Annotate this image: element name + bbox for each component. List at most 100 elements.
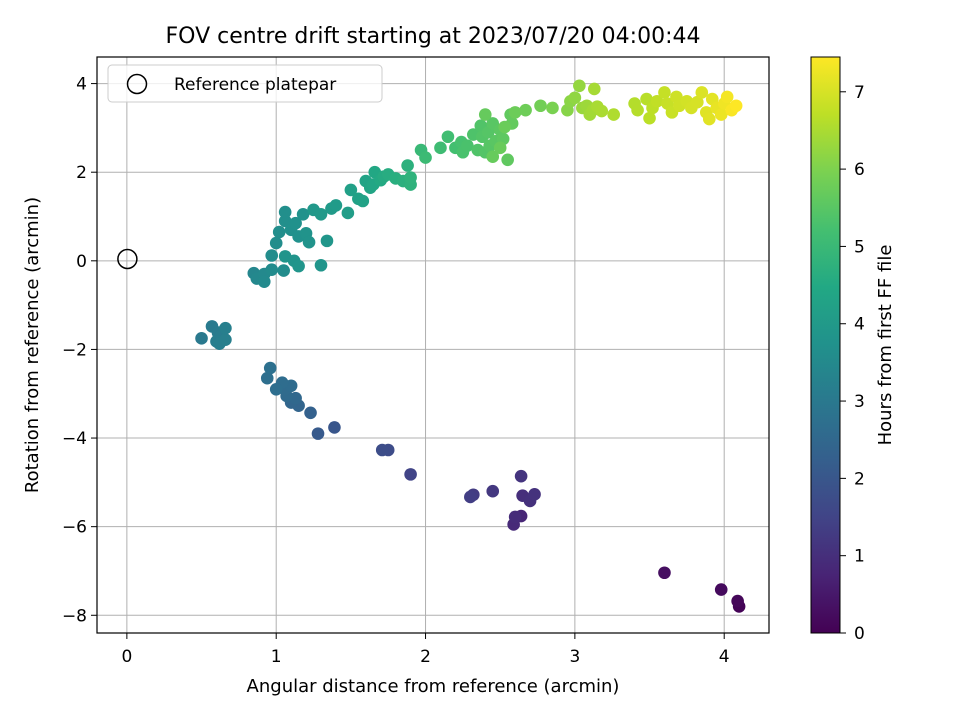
scatter-point <box>546 101 559 115</box>
scatter-point <box>486 484 500 498</box>
plot-frame <box>96 56 770 634</box>
scatter-point <box>528 488 541 501</box>
scatter-point <box>720 90 734 104</box>
y-tick-label: −6 <box>62 518 87 538</box>
scatter-point <box>464 490 477 504</box>
scatter-point <box>493 141 507 155</box>
x-axis-label: Angular distance from reference (arcmin) <box>247 676 620 697</box>
legend-marker-icon <box>126 73 148 95</box>
scatter-point <box>714 583 728 596</box>
legend: Reference platepar <box>107 64 383 103</box>
y-tick-label: −4 <box>62 429 87 449</box>
scatter-point <box>498 120 511 134</box>
scatter-point <box>314 258 328 272</box>
y-tick-label: −2 <box>62 340 87 360</box>
scatter-point <box>278 205 292 219</box>
legend-box <box>107 64 383 103</box>
scatter-point <box>314 207 328 221</box>
scatter-point <box>311 427 325 440</box>
scatter-point <box>265 263 279 276</box>
scatter-point <box>587 82 601 96</box>
y-tick-label: 0 <box>76 252 87 272</box>
scatter-point <box>434 141 447 155</box>
scatter-point <box>691 95 704 109</box>
scatter-point <box>508 106 522 119</box>
scatter-point <box>486 150 500 163</box>
scatter-point <box>302 235 316 249</box>
colorbar-tick-label: 2 <box>854 469 865 489</box>
scatter-point <box>272 225 286 239</box>
scatter-point <box>269 383 283 396</box>
scatter-point <box>219 333 232 346</box>
chart-title: FOV centre drift starting at 2023/07/20 … <box>166 24 701 49</box>
x-tick-label: 1 <box>271 647 282 667</box>
scatter-point <box>441 130 455 144</box>
scatter-point <box>292 259 305 273</box>
scatter-point <box>257 275 271 288</box>
scatter-point <box>695 86 709 99</box>
scatter-points <box>195 79 746 613</box>
scatter-point <box>501 153 514 167</box>
scatter-point <box>341 206 355 220</box>
scatter-point <box>573 79 586 93</box>
scatter-point <box>607 108 620 121</box>
scatter-point <box>702 112 716 126</box>
colorbar-label: Hours from first FF file <box>875 245 896 446</box>
scatter-point <box>344 183 358 197</box>
scatter-point <box>304 406 317 420</box>
scatter-point <box>729 99 743 113</box>
reference-platepar-marker <box>117 248 138 270</box>
scatter-point <box>643 111 656 125</box>
scatter-point <box>296 207 310 221</box>
scatter-point <box>328 421 341 434</box>
colorbar-tick-label: 1 <box>854 547 865 567</box>
y-axis-label: Rotation from reference (arcmin) <box>22 197 43 493</box>
scatter-point <box>356 194 370 208</box>
x-tick-label: 4 <box>719 647 730 667</box>
scatter-point <box>404 468 417 481</box>
scatter-point <box>595 104 609 118</box>
scatter-point <box>650 95 664 108</box>
y-axis-ticks: −8 −6 −4 −2 0 2 4 <box>62 75 97 626</box>
colorbar-tick-label: 6 <box>854 160 865 180</box>
scatter-point <box>658 566 671 580</box>
x-axis-ticks: 0 1 2 3 4 <box>121 633 730 667</box>
scatter-point <box>277 264 290 277</box>
scatter-point <box>278 214 292 228</box>
colorbar-tick-label: 0 <box>854 624 865 644</box>
scatter-point <box>320 234 334 248</box>
scatter-point <box>195 332 208 345</box>
scatter-point <box>640 92 653 106</box>
y-tick-label: 4 <box>76 75 87 95</box>
scatter-point <box>404 171 417 184</box>
colorbar-tick-label: 5 <box>854 237 865 257</box>
scatter-point <box>289 216 302 230</box>
scatter-point <box>731 594 744 608</box>
scatter-point <box>219 321 232 335</box>
scatter-point <box>260 371 274 385</box>
scatter-point <box>401 159 414 172</box>
colorbar <box>810 56 841 634</box>
scatter-point <box>514 469 528 483</box>
scatter-point <box>419 151 432 164</box>
scatter-point <box>478 108 492 121</box>
scatter-point <box>714 108 728 121</box>
x-tick-label: 3 <box>569 647 580 667</box>
scatter-point <box>658 86 671 99</box>
x-tick-label: 2 <box>420 647 431 667</box>
scatter-point <box>631 103 644 117</box>
colorbar-tick-label: 4 <box>854 315 865 335</box>
x-tick-label: 0 <box>121 647 132 667</box>
scatter-point <box>263 361 277 375</box>
colorbar-ticks: 0 1 2 3 4 5 6 7 <box>840 83 865 644</box>
scatter-point <box>375 443 389 457</box>
scatter-point <box>265 249 279 262</box>
scatter-point <box>568 91 582 105</box>
scatter-point <box>508 510 522 524</box>
grid-lines <box>97 57 769 633</box>
scatter-point <box>269 236 283 250</box>
scatter-point <box>329 199 343 212</box>
legend-entry-reference: Reference platepar <box>174 75 336 95</box>
scatter-point <box>461 139 474 152</box>
